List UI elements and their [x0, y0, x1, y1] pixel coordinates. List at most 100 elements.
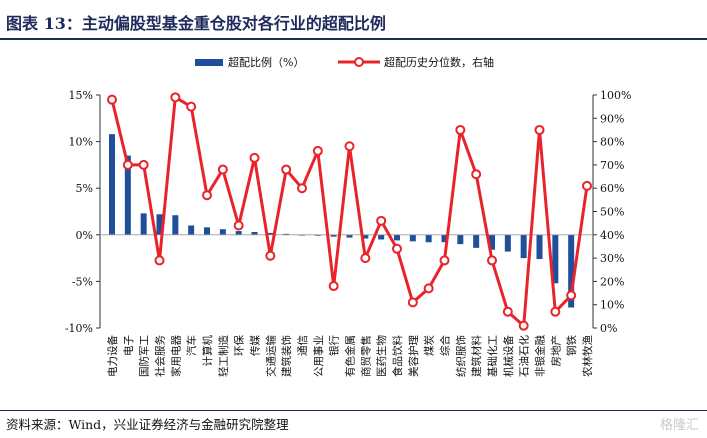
left-tick-label: 0%: [76, 229, 93, 242]
line-point: [217, 164, 228, 175]
category-label: 传媒: [249, 335, 262, 356]
legend-bar-label: 超配比例（%）: [228, 55, 304, 69]
left-tick-label: -10%: [65, 322, 93, 335]
right-tick-label: 20%: [600, 275, 624, 288]
left-axis: -10% -5% 0% 5% 10% 15%: [65, 89, 101, 335]
line-point: [471, 169, 482, 180]
category-label: 环保: [233, 335, 246, 356]
bar-series: [109, 134, 575, 308]
category-label: 交通运输: [264, 335, 277, 377]
category-label: 国防军工: [138, 335, 151, 377]
category-labels: 电力设备 电子 国防军工 社会服务 家用电器 汽车 计算机 轻工制造 环保 传媒 交通运输 建筑装饰通…: [106, 335, 594, 378]
bar: [140, 213, 147, 235]
bar: [552, 234, 559, 284]
line-point: [297, 183, 307, 194]
line-point: [154, 255, 165, 266]
category-label: 机械设备: [502, 335, 515, 377]
watermark: 格隆汇: [659, 418, 699, 433]
category-label: 通信: [297, 335, 309, 356]
bar: [188, 225, 195, 235]
category-label: 建筑装饰: [280, 335, 293, 377]
category-label: 建筑材料: [470, 335, 483, 377]
bar: [425, 234, 432, 243]
category-label: 公用事业: [312, 335, 325, 377]
bar: [378, 234, 385, 240]
bar: [109, 134, 115, 235]
bar: [267, 232, 274, 235]
right-tick-label: 100%: [600, 89, 631, 102]
category-label: 医药生物: [375, 335, 388, 377]
bar: [156, 214, 163, 235]
legend-line-label: 超配历史分位数，右轴: [384, 55, 494, 69]
bar: [520, 234, 527, 259]
category-label: 房地产: [549, 335, 562, 367]
left-tick-label: 10%: [69, 136, 93, 149]
bar: [504, 234, 511, 252]
source-rule: [0, 410, 707, 411]
bar: [235, 231, 242, 235]
line-point: [170, 92, 181, 103]
right-tick-label: 60%: [600, 182, 624, 195]
category-label: 汽车: [185, 335, 198, 356]
bar: [204, 227, 210, 235]
title-rule: [0, 38, 707, 40]
category-label: 美容护理: [407, 335, 420, 377]
right-axis: 0% 10% 20% 30% 40% 50% 60% 70% 80% 90% 100%: [592, 89, 631, 335]
line-point: [487, 255, 497, 266]
line-point: [107, 94, 117, 105]
right-tick-label: 10%: [600, 299, 624, 312]
bar: [409, 234, 416, 242]
legend-line-marker: [354, 57, 364, 67]
bar: [219, 229, 226, 235]
legend-bar-swatch: [195, 59, 223, 66]
line-point: [502, 306, 513, 317]
right-tick-label: 50%: [600, 206, 624, 219]
bar: [394, 234, 400, 241]
right-tick-label: 0%: [600, 322, 617, 335]
combo-chart: 超配比例（%） 超配历史分位数，右轴 -10% -5% 0% 5% 10% 15% 0% 1…: [65, 55, 632, 378]
line-point: [186, 101, 197, 112]
line-point: [281, 164, 292, 175]
title-bar: 图表 13：主动偏股型基金重仓股对各行业的超配比例: [0, 0, 707, 40]
category-label: 基础化工: [486, 335, 499, 377]
right-tick-label: 70%: [600, 159, 624, 172]
line-point: [376, 215, 387, 226]
line-point: [550, 306, 561, 317]
line-point: [312, 145, 323, 156]
category-label: 纺织服饰: [454, 335, 467, 377]
bar: [124, 155, 131, 235]
line-point: [249, 152, 260, 163]
category-label: 计算机: [201, 335, 214, 367]
line-point: [233, 220, 244, 231]
left-tick-label: 5%: [76, 182, 93, 195]
line-point: [534, 124, 545, 135]
bar: [314, 234, 321, 236]
line-point: [138, 159, 149, 170]
bar: [473, 234, 480, 248]
line-point: [439, 255, 450, 266]
category-label: 商贸零售: [359, 335, 372, 377]
line-markers: [107, 92, 592, 331]
category-label: 农林牧渔: [581, 335, 594, 377]
legend: 超配比例（%） 超配历史分位数，右轴: [195, 55, 494, 69]
category-label: 有色金属: [344, 335, 357, 377]
right-tick-label: 30%: [600, 252, 624, 265]
line-point: [122, 159, 133, 170]
bar: [362, 234, 369, 239]
bar: [568, 234, 575, 308]
line-point: [566, 290, 577, 301]
bar: [299, 234, 305, 236]
category-label: 综合: [439, 335, 452, 356]
line-point: [518, 320, 529, 331]
line-point: [582, 180, 592, 191]
bar: [251, 232, 258, 235]
bar: [441, 234, 448, 243]
category-label: 食品饮料: [391, 335, 404, 377]
line-point: [344, 141, 355, 152]
category-label: 非银金融: [534, 335, 547, 377]
bar: [457, 234, 464, 245]
category-label: 电子: [122, 335, 135, 356]
line-point: [328, 281, 339, 292]
right-tick-label: 40%: [600, 229, 624, 242]
line-series: [110, 95, 589, 328]
